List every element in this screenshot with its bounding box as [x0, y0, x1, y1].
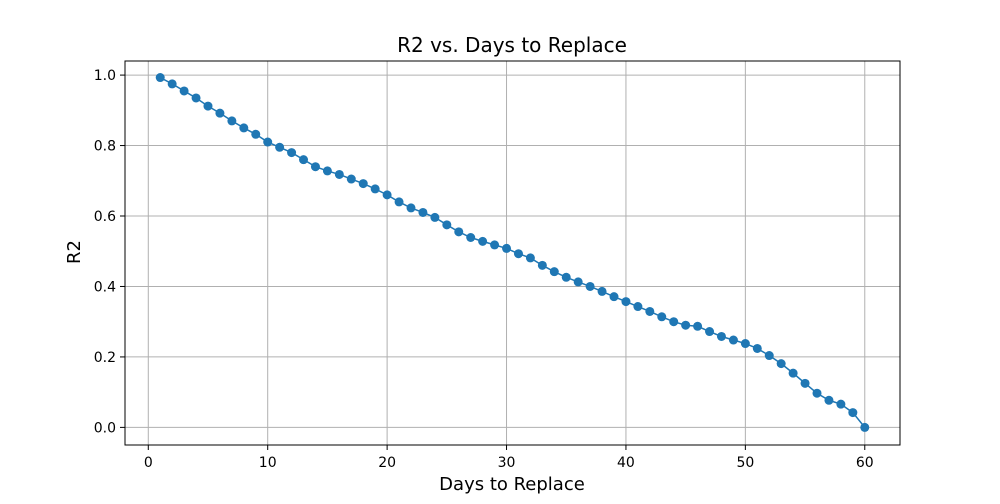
data-point [573, 277, 583, 287]
data-point [800, 378, 810, 388]
data-point [860, 422, 870, 432]
y-tick-label: 0.0 [94, 420, 116, 436]
data-point [621, 297, 631, 307]
plot-frame [124, 60, 901, 446]
data-point [370, 184, 380, 194]
data-point [490, 240, 500, 250]
data-point [358, 179, 368, 189]
data-point [705, 327, 715, 337]
data-point [179, 86, 189, 96]
data-point [645, 306, 655, 316]
chart-title: R2 vs. Days to Replace [397, 33, 627, 57]
data-point [836, 399, 846, 409]
data-point [310, 162, 320, 172]
data-point [740, 339, 750, 349]
data-point [549, 267, 559, 277]
data-point [215, 108, 225, 118]
data-point [525, 253, 535, 263]
x-tick-label: 50 [736, 455, 754, 471]
data-point [585, 281, 595, 291]
data-point [275, 142, 285, 152]
y-tick-label: 0.4 [94, 279, 116, 295]
y-tick-label: 0.8 [94, 139, 116, 155]
data-point [478, 236, 488, 246]
data-point [203, 101, 213, 111]
data-point [454, 227, 464, 237]
data-point [287, 148, 297, 158]
data-point [848, 408, 858, 418]
data-point [788, 368, 798, 378]
data-point [633, 302, 643, 312]
data-point [561, 272, 571, 282]
data-point [681, 320, 691, 330]
data-point [502, 243, 512, 253]
x-tick-label: 0 [144, 455, 153, 471]
data-point [418, 207, 428, 217]
data-point [716, 331, 726, 341]
data-point [752, 343, 762, 353]
data-point [764, 351, 774, 361]
data-point [776, 359, 786, 369]
data-point [669, 317, 679, 327]
x-tick-label: 30 [498, 455, 516, 471]
data-point [334, 169, 344, 179]
data-point [657, 312, 667, 322]
data-point [322, 166, 332, 176]
data-point [466, 232, 476, 242]
data-point [693, 321, 703, 331]
data-point [155, 73, 165, 83]
data-point [597, 286, 607, 296]
data-point [609, 292, 619, 302]
series-layer [155, 73, 870, 432]
data-point [728, 335, 738, 345]
x-axis-label: Days to Replace [439, 474, 585, 495]
x-axis-ticks: 0 10 20 30 40 50 60 [144, 445, 874, 471]
y-axis-label: R2 [64, 240, 85, 264]
data-point [346, 174, 356, 184]
grid-lines [125, 61, 900, 445]
data-point [227, 116, 237, 126]
data-point [513, 249, 523, 259]
y-tick-label: 1.0 [94, 68, 116, 84]
y-axis-ticks: 0.0 0.2 0.4 0.6 0.8 1.0 [94, 68, 125, 436]
data-point [430, 212, 440, 222]
data-point [191, 93, 201, 103]
data-point [263, 137, 273, 147]
y-tick-label: 0.6 [94, 209, 116, 225]
x-tick-label: 60 [856, 455, 874, 471]
data-point [299, 155, 309, 165]
data-point [442, 220, 452, 230]
data-point [824, 395, 834, 405]
data-point [812, 388, 822, 398]
data-point [406, 203, 416, 213]
x-tick-label: 20 [378, 455, 396, 471]
data-point [537, 260, 547, 270]
data-point [239, 123, 249, 133]
x-tick-label: 10 [259, 455, 277, 471]
data-point [394, 197, 404, 207]
x-tick-label: 40 [617, 455, 635, 471]
data-point [382, 190, 392, 200]
data-point [251, 129, 261, 139]
y-tick-label: 0.2 [94, 350, 116, 366]
data-point [167, 79, 177, 89]
